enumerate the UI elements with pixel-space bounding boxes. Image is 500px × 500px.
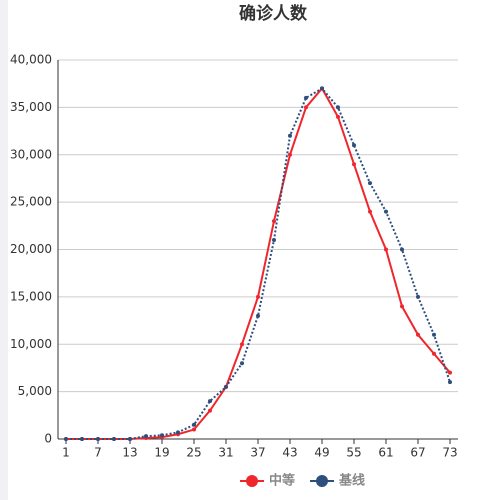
x-tick-label: 55: [346, 446, 361, 460]
point: [432, 332, 436, 337]
point: [176, 430, 180, 435]
point: [416, 332, 420, 337]
point: [448, 370, 452, 375]
point: [160, 433, 164, 438]
x-tick-label: 73: [442, 446, 457, 460]
y-tick-label: 30,000: [10, 147, 52, 161]
point: [368, 181, 372, 186]
point: [352, 162, 356, 167]
point: [272, 238, 276, 243]
point: [448, 380, 452, 385]
point: [240, 361, 244, 366]
sidebar-edge: [0, 0, 8, 500]
legend-label: 中等: [269, 473, 295, 489]
point: [352, 143, 356, 148]
x-tick-label: 43: [282, 446, 297, 460]
series-line: [66, 86, 451, 440]
point: [192, 422, 196, 427]
legend-marker: [246, 475, 258, 487]
x-tick-label: 13: [122, 446, 137, 460]
y-tick-label: 25,000: [10, 195, 52, 209]
point: [384, 209, 388, 214]
legend-label: 基线: [338, 473, 365, 489]
point: [128, 437, 132, 441]
point: [336, 114, 340, 119]
point: [208, 408, 212, 413]
point: [400, 247, 404, 252]
x-tick-label: 19: [154, 446, 169, 460]
legend-marker: [316, 475, 328, 487]
point: [192, 427, 196, 432]
y-tick-label: 10,000: [10, 337, 52, 351]
y-tick-label: 5,000: [18, 384, 52, 398]
x-tick-label: 25: [186, 446, 201, 460]
point: [368, 209, 372, 214]
point: [112, 437, 116, 441]
y-tick-label: 40,000: [10, 53, 52, 67]
point: [64, 437, 68, 441]
chart-title: 确诊人数: [239, 3, 308, 24]
point: [304, 95, 308, 100]
x-tick-label: 61: [378, 446, 393, 460]
y-tick-label: 15,000: [10, 289, 52, 303]
point: [336, 105, 340, 110]
point: [304, 105, 308, 110]
point: [224, 384, 228, 389]
x-tick-label: 7: [94, 446, 102, 460]
point: [144, 434, 148, 439]
x-tick-label: 1: [62, 446, 70, 460]
point: [96, 437, 100, 441]
point: [384, 247, 388, 252]
x-tick-label: 67: [410, 446, 425, 460]
point: [256, 313, 260, 318]
x-tick-label: 49: [314, 446, 329, 460]
point: [432, 351, 436, 356]
point: [288, 133, 292, 138]
point: [416, 294, 420, 299]
y-tick-label: 0: [44, 432, 52, 446]
x-tick-label: 31: [218, 446, 233, 460]
point: [208, 399, 212, 404]
point: [256, 294, 260, 299]
point: [80, 437, 84, 441]
series-line: [66, 87, 451, 440]
point: [320, 86, 324, 91]
point: [240, 342, 244, 347]
point: [400, 304, 404, 309]
y-tick-label: 35,000: [10, 100, 52, 114]
point: [288, 152, 292, 157]
y-tick-label: 20,000: [10, 242, 52, 256]
x-tick-label: 37: [250, 446, 265, 460]
point: [272, 219, 276, 224]
